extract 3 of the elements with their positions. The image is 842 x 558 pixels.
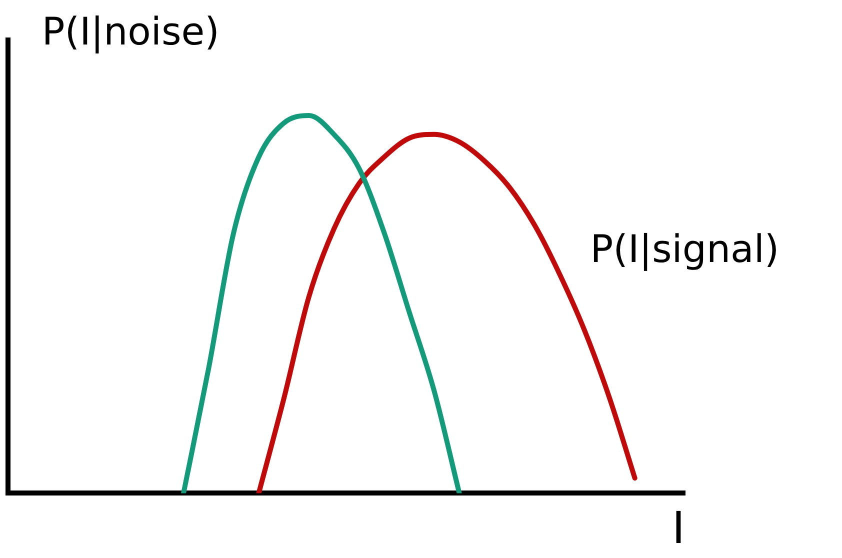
text: P(I|noise)	[42, 10, 220, 54]
x-axis-title: I	[672, 503, 685, 554]
series-label: P(I|signal)	[590, 227, 780, 272]
